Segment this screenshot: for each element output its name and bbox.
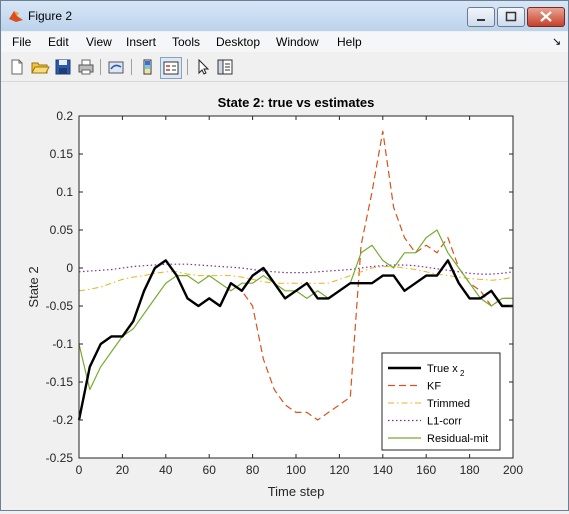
minimize-icon <box>477 19 485 21</box>
window-title: Figure 2 <box>28 9 73 23</box>
menu-desktop[interactable]: Desktop <box>216 35 261 49</box>
legend-label: Trimmed <box>427 398 470 410</box>
legend[interactable]: True x 2 KF Trimmed L1-corr Residual-mit <box>381 352 501 451</box>
new-figure-icon[interactable] <box>7 57 27 77</box>
menu-window[interactable]: Window <box>276 35 319 49</box>
pointer-icon[interactable] <box>193 57 213 77</box>
legend-label: Residual-mit <box>427 433 488 445</box>
x-tick-label: 160 <box>416 463 436 477</box>
maximize-button[interactable] <box>497 7 525 27</box>
x-tick-label: 60 <box>203 463 217 477</box>
menu-view[interactable]: View <box>86 35 112 49</box>
toolbar-separator <box>100 59 101 75</box>
menu-file[interactable]: File <box>12 35 32 49</box>
minimize-button[interactable] <box>467 7 495 27</box>
y-tick-label: -0.15 <box>46 375 74 389</box>
series-line-l1-corr <box>78 263 514 275</box>
y-tick-label: -0.25 <box>46 451 74 465</box>
menu-insert[interactable]: Insert <box>126 35 157 49</box>
open-file-icon[interactable] <box>30 57 50 77</box>
x-tick-label: 120 <box>329 463 349 477</box>
chart-title: State 2: true vs estimates <box>218 95 375 110</box>
property-editor-icon[interactable] <box>215 57 235 77</box>
legend-label: L1-corr <box>427 416 462 428</box>
menu-edit[interactable]: Edit <box>48 35 69 49</box>
save-icon[interactable] <box>53 57 73 77</box>
x-tick-label: 40 <box>159 463 173 477</box>
y-tick-label: 0.15 <box>50 147 74 161</box>
insert-legend-icon[interactable] <box>160 57 182 79</box>
y-tick-label: -0.05 <box>46 299 74 313</box>
series-line-true-x2 <box>77 259 513 421</box>
x-tick-label: 20 <box>116 463 130 477</box>
menu-tools[interactable]: Tools <box>172 35 201 49</box>
figure-canvas: 0 20 40 60 80 100 120 140 160 180 200 0.2 0.15 0.1 0.0… <box>2 82 567 509</box>
x-tick-label: 140 <box>373 463 393 477</box>
y-tick-label: -0.1 <box>52 337 73 351</box>
x-tick-label: 180 <box>460 463 480 477</box>
y-tick-label: 0.1 <box>56 185 73 199</box>
print-icon[interactable] <box>76 57 96 77</box>
link-plot-icon[interactable] <box>106 57 126 77</box>
insert-colorbar-icon[interactable] <box>138 57 158 77</box>
toolbar <box>1 53 568 82</box>
chart[interactable]: 0 20 40 60 80 100 120 140 160 180 2000.20.150.10.0… <box>2 82 567 509</box>
legend-label: KF <box>427 381 441 393</box>
title-bar[interactable]: Figure 2 <box>1 1 568 31</box>
menu-arrow-icon[interactable]: ↘ <box>552 36 562 48</box>
menu-bar: File Edit View Insert Tools Desktop Wind… <box>1 32 568 52</box>
x-tick-label: 0 <box>76 463 83 477</box>
toolbar-separator <box>187 59 188 75</box>
x-tick-label: 200 <box>503 463 523 477</box>
matlab-icon <box>9 11 23 22</box>
maximize-icon <box>505 11 517 22</box>
close-button[interactable] <box>527 7 565 27</box>
x-axis-label: Time step <box>268 484 325 499</box>
series-line-trimmed <box>78 266 514 292</box>
toolbar-separator <box>131 59 132 75</box>
menu-help[interactable]: Help <box>337 35 362 49</box>
legend-label: True x <box>427 363 458 375</box>
legend-label-subscript: 2 <box>460 369 465 378</box>
y-tick-label: 0.05 <box>50 223 74 237</box>
x-tick-label: 80 <box>246 463 260 477</box>
close-icon <box>540 11 552 22</box>
x-tick-label: 100 <box>286 463 306 477</box>
y-axis-label: State 2 <box>26 266 41 307</box>
y-tick-label: 0.2 <box>56 109 73 123</box>
y-tick-label: 0 <box>66 261 73 275</box>
y-tick-label: -0.2 <box>52 413 73 427</box>
